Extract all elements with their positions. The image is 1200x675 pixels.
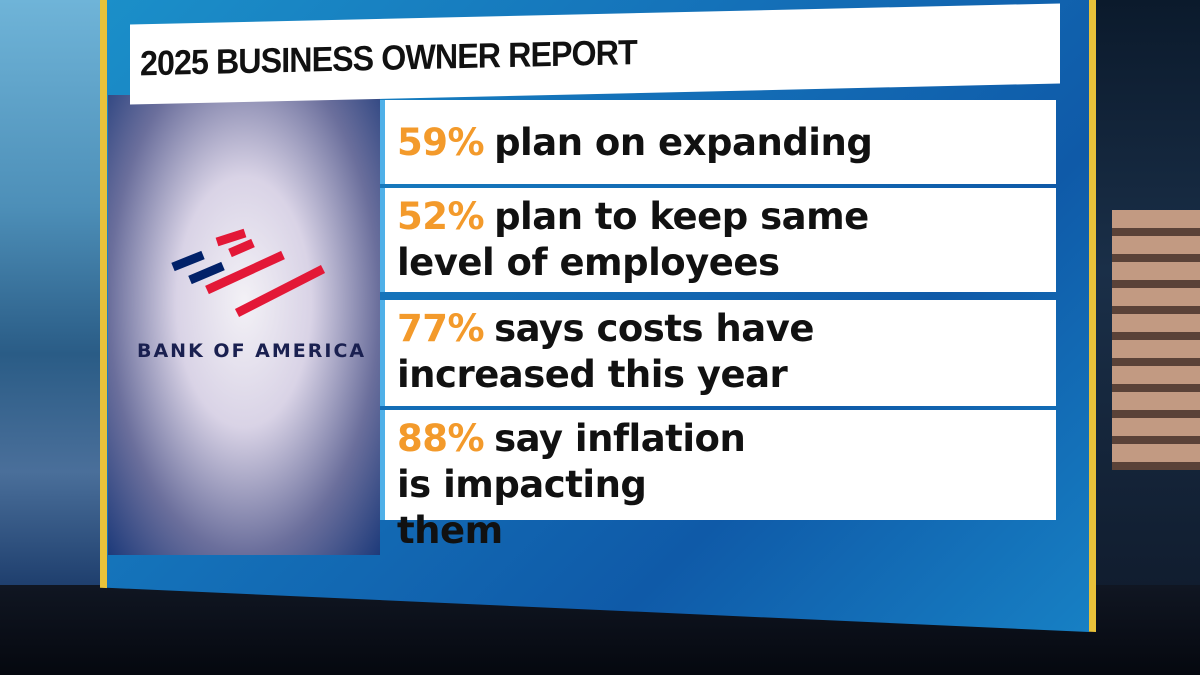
stat-text: plan on expanding <box>494 121 873 164</box>
stat-text: plan to keep same level of employees <box>397 195 869 284</box>
stat-text: says costs have increased this year <box>397 307 814 396</box>
wood-slat-wall <box>1112 210 1200 470</box>
logo-stripe <box>215 228 247 247</box>
logo-wordmark: BANK OF AMERICA <box>137 340 367 362</box>
stat-percent: 77% <box>397 307 485 350</box>
logo-stripe <box>228 238 255 258</box>
logo-stripe <box>171 250 205 272</box>
logo-stripe <box>188 261 225 285</box>
report-title: 2025 BUSINESS OWNER REPORT <box>140 33 637 84</box>
screen-frame <box>100 0 1096 632</box>
stat-percent: 59% <box>397 121 485 164</box>
bank-of-america-logo-icon <box>171 228 326 318</box>
logo-stripe <box>234 264 326 318</box>
logo-stripe <box>205 250 285 295</box>
stat-item: 77% says costs have increased this year <box>380 300 1056 406</box>
stat-item: 52% plan to keep same level of employees <box>380 188 1056 292</box>
stat-percent: 52% <box>397 195 485 238</box>
studio-background-left <box>0 0 104 590</box>
stat-item: 88% say inflation is impacting them <box>380 410 1056 552</box>
stat-item: 59% plan on expanding <box>380 100 1056 184</box>
logo-background <box>108 95 380 555</box>
stat-percent: 88% <box>397 417 485 460</box>
stat-text: say inflation is impacting them <box>397 417 746 552</box>
